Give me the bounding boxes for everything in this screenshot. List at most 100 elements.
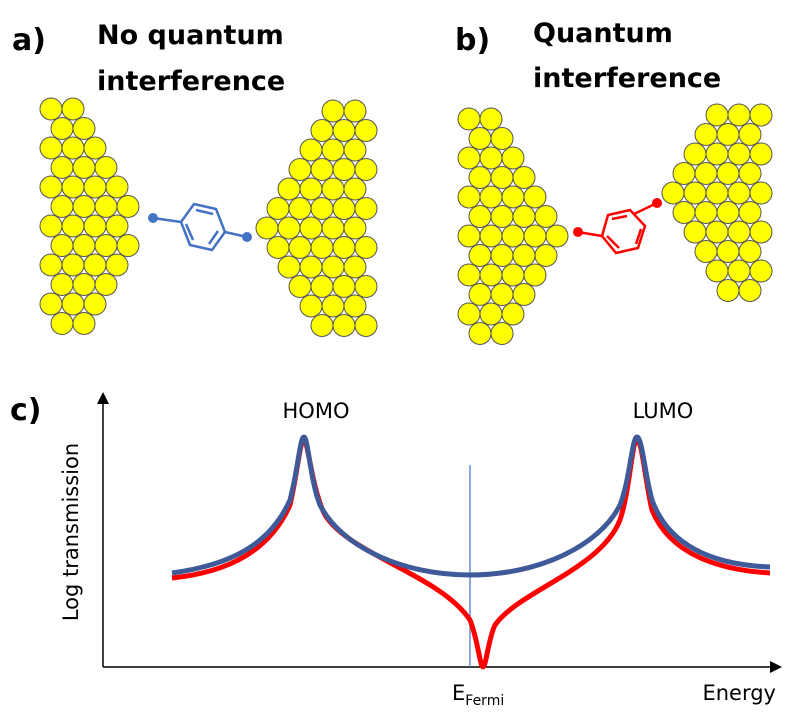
gold-atom bbox=[354, 158, 378, 181]
gold-atom bbox=[727, 142, 751, 166]
gold-atom bbox=[39, 136, 63, 160]
panel-title: interference bbox=[97, 66, 285, 97]
gold-atom bbox=[72, 117, 96, 140]
gold-atom bbox=[50, 195, 74, 218]
gold-atom bbox=[116, 195, 140, 218]
gold-atom bbox=[277, 216, 301, 240]
gold-atom bbox=[83, 214, 107, 238]
gold-atom bbox=[61, 292, 85, 316]
gold-atom bbox=[116, 234, 140, 257]
gold-atom bbox=[332, 119, 356, 142]
gold-atom bbox=[299, 255, 323, 279]
gold-atom bbox=[321, 255, 345, 279]
gold-atom bbox=[727, 181, 751, 205]
qi-curve bbox=[171, 437, 771, 670]
gold-atom bbox=[321, 216, 345, 240]
x-arrow bbox=[770, 661, 782, 673]
no-qi-curve bbox=[171, 434, 771, 578]
gold-atom bbox=[61, 97, 85, 121]
gold-atom bbox=[39, 292, 63, 316]
gold-atom bbox=[490, 244, 514, 267]
gold-atom bbox=[512, 166, 536, 189]
gold-atom bbox=[332, 236, 356, 259]
gold-atom bbox=[61, 136, 85, 160]
gold-atom bbox=[501, 146, 525, 170]
gold-atom bbox=[479, 185, 503, 209]
gold-atom bbox=[39, 97, 63, 121]
gold-atom bbox=[749, 259, 773, 283]
gold-atom bbox=[683, 220, 707, 244]
gold-atom bbox=[354, 275, 378, 298]
gold-atom bbox=[50, 312, 74, 335]
gold-atom bbox=[299, 177, 323, 201]
gold-atom bbox=[299, 294, 323, 318]
gold-atom bbox=[50, 234, 74, 257]
gold-atom bbox=[457, 107, 481, 131]
gold-atom bbox=[310, 119, 334, 142]
gold-atom bbox=[661, 181, 685, 205]
gold-atom bbox=[277, 177, 301, 201]
fermi-label: EFermi bbox=[452, 681, 504, 709]
panel-title: interference bbox=[533, 63, 721, 94]
gold-atom bbox=[310, 158, 334, 181]
gold-atom bbox=[61, 253, 85, 277]
peak-label: HOMO bbox=[283, 399, 350, 423]
gold-atom bbox=[512, 283, 536, 306]
gold-atom bbox=[72, 156, 96, 179]
gold-atom bbox=[94, 273, 118, 296]
gold-atom bbox=[343, 99, 367, 123]
gold-atom bbox=[343, 216, 367, 240]
gold-atom bbox=[523, 185, 547, 209]
gold-atom bbox=[738, 240, 762, 263]
gold-atom bbox=[457, 302, 481, 326]
gold-atom bbox=[83, 253, 107, 277]
gold-atom bbox=[479, 302, 503, 326]
gold-atom bbox=[727, 103, 751, 127]
gold-atom bbox=[501, 224, 525, 248]
gold-atom bbox=[457, 185, 481, 209]
gold-atom bbox=[694, 123, 718, 146]
gold-atom bbox=[716, 240, 740, 263]
gold-atom bbox=[490, 322, 514, 345]
gold-atom bbox=[672, 201, 696, 224]
gold-atom bbox=[705, 259, 729, 283]
gold-atom bbox=[727, 259, 751, 283]
gold-atom bbox=[310, 197, 334, 220]
gold-atom bbox=[343, 294, 367, 318]
gold-atom bbox=[50, 273, 74, 296]
gold-atom bbox=[490, 205, 514, 228]
gold-atom bbox=[332, 197, 356, 220]
gold-atom bbox=[534, 244, 558, 267]
gold-atom bbox=[468, 166, 492, 189]
gold-atom bbox=[738, 162, 762, 185]
gold-atom bbox=[716, 279, 740, 302]
gold-atom bbox=[288, 197, 312, 220]
gold-atom bbox=[749, 181, 773, 205]
gold-atom bbox=[694, 240, 718, 263]
panel-label: c) bbox=[10, 393, 42, 428]
gold-atom bbox=[512, 205, 536, 228]
gold-atom bbox=[716, 162, 740, 185]
gold-atom bbox=[332, 314, 356, 337]
gold-atom bbox=[94, 234, 118, 257]
gold-atom bbox=[72, 234, 96, 257]
gold-atom bbox=[61, 214, 85, 238]
fermi-subscript: Fermi bbox=[465, 693, 504, 709]
gold-atom bbox=[39, 175, 63, 199]
electrodes bbox=[39, 97, 773, 345]
gold-atom bbox=[468, 127, 492, 150]
gold-atom bbox=[255, 216, 279, 240]
gold-atom bbox=[288, 275, 312, 298]
gold-atom bbox=[321, 99, 345, 123]
gold-atom bbox=[694, 201, 718, 224]
gold-atom bbox=[479, 224, 503, 248]
gold-atom bbox=[50, 117, 74, 140]
para-molecule bbox=[148, 202, 252, 252]
gold-atom bbox=[50, 156, 74, 179]
gold-atom bbox=[354, 314, 378, 337]
gold-atom bbox=[468, 244, 492, 267]
panel-label: b) bbox=[455, 23, 490, 58]
gold-atom bbox=[83, 175, 107, 199]
gold-atom bbox=[523, 263, 547, 287]
